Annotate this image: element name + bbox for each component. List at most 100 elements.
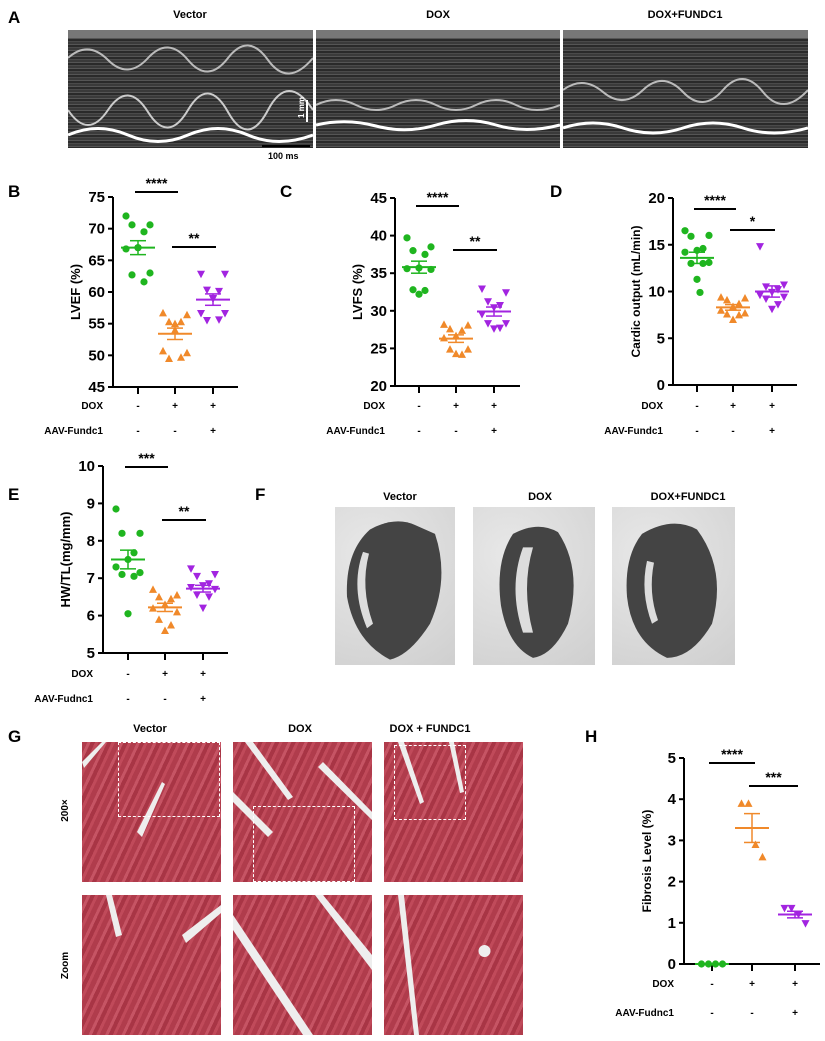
y-tick-label: 7	[87, 570, 95, 587]
significance-label: ****	[427, 189, 449, 205]
data-point	[681, 248, 689, 256]
scale-label-horizontal: 100 ms	[268, 151, 299, 161]
data-point	[187, 565, 195, 573]
data-point	[215, 316, 223, 324]
data-point	[215, 287, 223, 296]
factor-value: -	[750, 1008, 753, 1019]
data-point	[729, 315, 737, 324]
y-tick-label: 25	[370, 340, 387, 357]
histology-zoom-vector	[82, 895, 221, 1035]
data-point	[687, 232, 695, 240]
data-point	[171, 319, 179, 328]
chart-d: 0 5 10 15 20 Cardic output (mL/min) DOX - + + AAV-…	[604, 190, 797, 437]
data-point	[490, 325, 498, 333]
y-tick-label: 60	[88, 284, 105, 301]
significance-label: ****	[146, 175, 168, 191]
data-point	[421, 250, 429, 258]
y-tick-label: 0	[657, 377, 665, 394]
factor-value: +	[453, 401, 459, 412]
data-point	[756, 243, 764, 251]
histology-200x-vector	[82, 742, 221, 882]
factor-row-label: DOX	[363, 401, 385, 412]
data-point	[130, 572, 138, 580]
factor-value: -	[417, 426, 420, 437]
y-tick-label: 70	[88, 221, 105, 238]
data-point	[756, 291, 764, 300]
panel-label-d: D	[550, 182, 563, 201]
y-tick-label: 4	[668, 791, 677, 808]
factor-value: -	[454, 426, 457, 437]
y-tick-label: 0	[668, 956, 676, 973]
data-point	[155, 592, 163, 601]
data-point	[409, 286, 417, 294]
factor-value: +	[769, 401, 775, 412]
data-point	[403, 234, 411, 242]
data-point	[197, 270, 205, 279]
data-point	[165, 354, 173, 362]
y-tick-label: 75	[88, 189, 105, 206]
data-point	[737, 799, 746, 807]
data-point	[502, 289, 510, 297]
data-point	[173, 591, 181, 599]
factor-row-label: AAV-Fundc1	[44, 426, 103, 437]
data-point	[780, 904, 789, 913]
y-tick-label: 15	[648, 237, 665, 254]
data-point	[140, 228, 148, 236]
data-point	[478, 311, 486, 319]
factor-value: +	[769, 426, 775, 437]
data-point	[118, 529, 126, 537]
factor-value: -	[126, 669, 129, 680]
data-point	[693, 275, 701, 283]
factor-value: +	[210, 401, 216, 412]
factor-value: -	[136, 401, 139, 412]
histology-title-dox: DOX	[288, 723, 312, 735]
panel-label-h: H	[585, 727, 598, 746]
panel-label-a: A	[8, 8, 21, 27]
data-point	[440, 320, 448, 328]
data-point	[159, 346, 167, 355]
data-point	[774, 286, 782, 294]
data-point	[801, 920, 810, 928]
data-point	[452, 349, 460, 358]
data-point	[780, 293, 788, 302]
significance-label: ***	[765, 769, 782, 785]
data-point	[136, 529, 144, 537]
histology-zoom-dox-fundc1	[384, 895, 523, 1035]
significance-label: **	[189, 230, 200, 246]
factor-value: -	[710, 979, 713, 990]
data-point	[183, 310, 191, 319]
heart-section-dox-fundc1	[612, 507, 735, 665]
factor-value: +	[200, 694, 206, 705]
y-axis-label: LVEF (%)	[68, 264, 83, 320]
factor-row-label: DOX	[81, 401, 103, 412]
data-point	[768, 305, 776, 314]
scale-bar-horizontal	[262, 145, 310, 147]
y-axis-label: HW/TL(mg/mm)	[58, 511, 73, 607]
y-tick-label: 55	[88, 316, 105, 333]
echo-title-dox-fundc1: DOX+FUNDC1	[647, 9, 723, 21]
data-point	[741, 294, 749, 302]
factor-row-label: DOX	[641, 401, 663, 412]
echo-title-dox: DOX	[426, 9, 450, 21]
data-point	[205, 580, 213, 588]
y-tick-label: 9	[87, 495, 95, 512]
data-point	[149, 585, 157, 593]
data-point	[118, 570, 126, 579]
data-point	[440, 333, 448, 342]
chart-h: 0 1 2 3 4 5 Fibrosis Level (%) DOX - + + AAV-Fudnc1…	[615, 746, 820, 1019]
data-point	[758, 852, 767, 861]
data-point	[415, 290, 423, 298]
heart-section-dox	[473, 507, 595, 665]
y-tick-label: 65	[88, 252, 105, 269]
factor-value: +	[749, 979, 755, 990]
data-point	[177, 353, 185, 361]
histology-zoom-dox	[233, 895, 372, 1035]
data-point	[774, 301, 782, 309]
factor-row-label: AAV-Fudnc1	[615, 1008, 674, 1019]
panel-label-g: G	[8, 727, 22, 746]
data-point	[787, 904, 796, 913]
data-point	[221, 270, 229, 279]
data-point	[199, 604, 207, 613]
factor-value: +	[792, 979, 798, 990]
